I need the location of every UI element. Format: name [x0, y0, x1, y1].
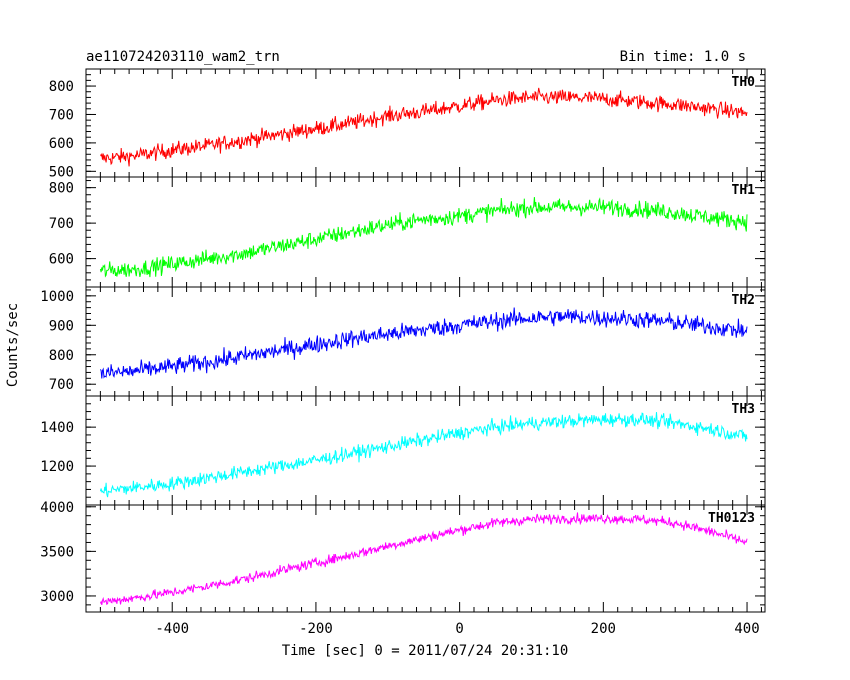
y-tick-label: 500	[49, 164, 74, 180]
y-tick-label: 800	[49, 348, 74, 364]
y-axis-label: Counts/sec	[5, 303, 21, 387]
series-label-th2: TH2	[732, 293, 755, 308]
y-tick-label: 800	[49, 181, 74, 197]
series-label-th3: TH3	[732, 402, 755, 417]
panel-frame-th0	[85, 68, 766, 178]
series-line-th2	[99, 307, 748, 379]
y-tick-label: 700	[49, 377, 74, 393]
y-tick-label: 600	[49, 252, 74, 268]
panel-frame-th3	[85, 395, 766, 506]
x-tick-label: -200	[299, 621, 333, 637]
y-tick-label: 1400	[40, 420, 74, 436]
bin-time-label: Bin time: 1.0 s	[620, 49, 746, 65]
panels-group: 500 600 700 800 TH0 600 700 800 TH1 700 800 900 1000…	[40, 68, 766, 637]
x-tick-label: -400	[155, 621, 189, 637]
y-tick-label: 3000	[40, 589, 74, 605]
series-line-th0123	[99, 512, 748, 606]
y-tick-label: 1200	[40, 459, 74, 475]
panel-frame-th1	[85, 176, 766, 288]
x-tick-label: 0	[455, 621, 463, 637]
series-line-th3	[99, 412, 748, 498]
y-tick-label: 700	[49, 216, 74, 232]
y-tick-label: 600	[49, 136, 74, 152]
series-label-th0123: TH0123	[708, 511, 755, 526]
x-axis-label: Time [sec] 0 = 2011/07/24 20:31:10	[282, 643, 569, 659]
y-tick-label: 1000	[40, 289, 74, 305]
chart-title: ae110724203110_wam2_trn	[86, 49, 280, 65]
panel-frame-th0123	[85, 504, 766, 613]
y-tick-label: 800	[49, 79, 74, 95]
series-label-th0: TH0	[732, 75, 756, 90]
y-tick-label: 700	[49, 107, 74, 123]
y-tick-label: 3500	[40, 544, 74, 560]
series-line-th1	[99, 197, 748, 278]
x-tick-label: 200	[591, 621, 616, 637]
y-tick-label: 900	[49, 318, 74, 334]
series-line-th0	[99, 87, 748, 167]
panel-frame-th2	[85, 286, 766, 397]
series-label-th1: TH1	[732, 183, 756, 198]
x-tick-label: 400	[734, 621, 759, 637]
y-tick-label: 4000	[40, 500, 74, 516]
